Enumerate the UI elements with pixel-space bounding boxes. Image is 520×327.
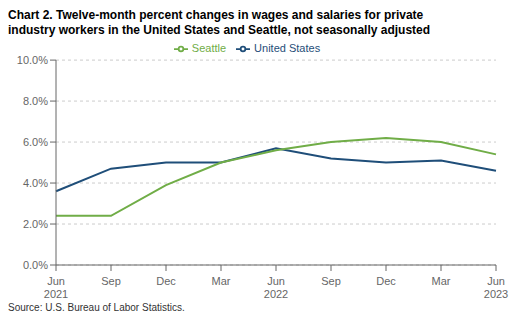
svg-text:Dec: Dec bbox=[156, 275, 176, 287]
svg-text:Sep: Sep bbox=[101, 275, 121, 287]
svg-text:Mar: Mar bbox=[212, 275, 231, 287]
svg-text:Sep: Sep bbox=[321, 275, 341, 287]
html-text:Seattle: Seattle bbox=[191, 42, 227, 54]
svg-text:8.0%: 8.0% bbox=[23, 95, 48, 107]
svg-text:2.0%: 2.0% bbox=[23, 218, 48, 230]
svg-text:Mar: Mar bbox=[432, 275, 451, 287]
html-text:Chart 2. Twelve-month percent: Chart 2. Twelve-month percent changes in… bbox=[8, 8, 424, 22]
svg-text:10.0%: 10.0% bbox=[17, 54, 48, 66]
svg-text:Dec: Dec bbox=[376, 275, 396, 287]
html-text:Source: U.S. Bureau of Labor S: Source: U.S. Bureau of Labor Statistics. bbox=[8, 302, 185, 313]
html-text:industry workers in the United: industry workers in the United States an… bbox=[8, 23, 431, 37]
svg-text:4.0%: 4.0% bbox=[23, 177, 48, 189]
svg-text:Jun2022: Jun2022 bbox=[264, 275, 288, 300]
html-text:United States: United States bbox=[254, 42, 321, 54]
svg-text:Jun2023: Jun2023 bbox=[484, 275, 508, 300]
svg-text:0.0%: 0.0% bbox=[23, 259, 48, 271]
svg-text:6.0%: 6.0% bbox=[23, 136, 48, 148]
svg-text:Jun2021: Jun2021 bbox=[44, 275, 68, 300]
